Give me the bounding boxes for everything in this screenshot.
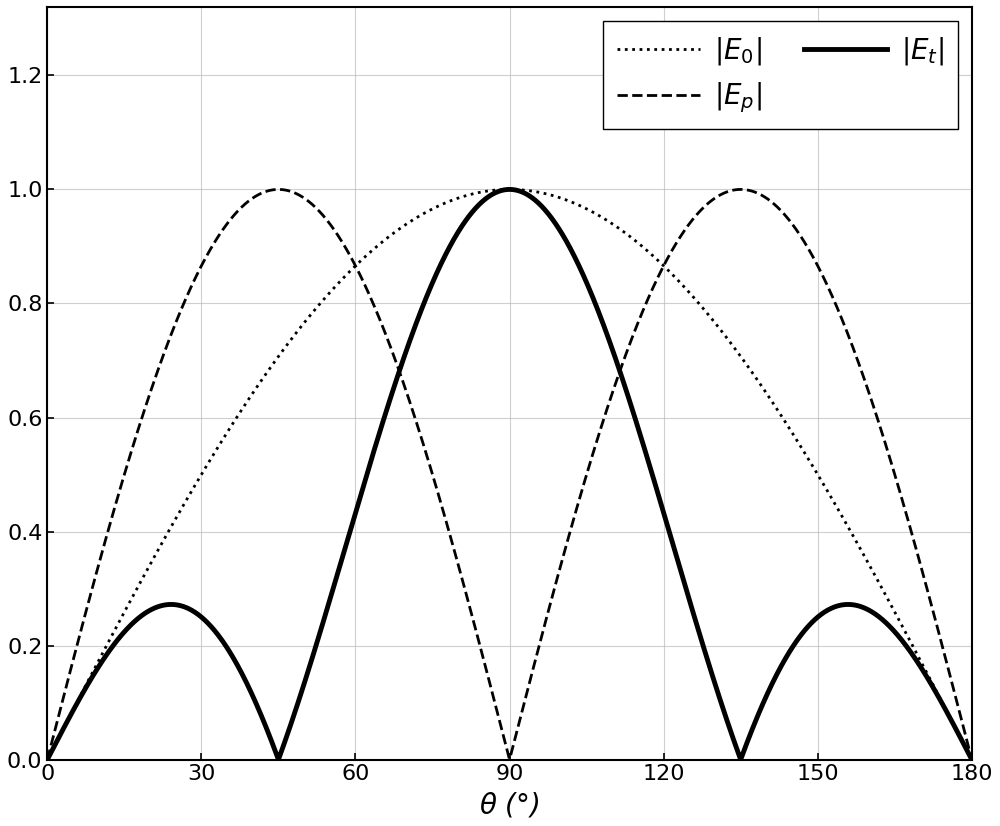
$|E_p|$ bbox=[939, 653, 951, 663]
$|E_t|$ bbox=[491, 188, 503, 197]
$|E_0|$ bbox=[939, 703, 951, 713]
Legend: $|E_0|$, $|E_p|$, $|E_t|$: $|E_0|$, $|E_p|$, $|E_t|$ bbox=[603, 21, 958, 129]
$|E_p|$ bbox=[939, 652, 951, 662]
$|E_p|$ bbox=[273, 184, 285, 194]
$|E_t|$ bbox=[966, 755, 978, 765]
$|E_0|$ bbox=[88, 663, 100, 673]
$|E_p|$ bbox=[770, 201, 782, 211]
$|E_0|$ bbox=[41, 755, 53, 765]
Line: $|E_t|$: $|E_t|$ bbox=[47, 189, 972, 760]
$|E_p|$ bbox=[41, 755, 53, 765]
$|E_0|$ bbox=[770, 402, 782, 412]
$|E_p|$ bbox=[467, 614, 479, 624]
$|E_t|$ bbox=[939, 705, 951, 714]
$|E_t|$ bbox=[466, 207, 478, 217]
$|E_p|$ bbox=[491, 707, 503, 717]
$|E_t|$ bbox=[770, 672, 782, 681]
$|E_0|$ bbox=[466, 189, 478, 199]
X-axis label: $\theta$ (°): $\theta$ (°) bbox=[479, 790, 540, 819]
$|E_t|$ bbox=[88, 668, 100, 678]
$|E_0|$ bbox=[503, 184, 515, 194]
$|E_t|$ bbox=[939, 704, 951, 714]
$|E_0|$ bbox=[966, 755, 978, 765]
$|E_t|$ bbox=[503, 184, 515, 194]
$|E_p|$ bbox=[966, 755, 978, 765]
$|E_0|$ bbox=[939, 704, 951, 714]
$|E_t|$ bbox=[41, 755, 53, 765]
Line: $|E_0|$: $|E_0|$ bbox=[47, 189, 972, 760]
$|E_0|$ bbox=[491, 185, 503, 195]
Line: $|E_p|$: $|E_p|$ bbox=[47, 189, 972, 760]
$|E_p|$ bbox=[88, 575, 100, 585]
